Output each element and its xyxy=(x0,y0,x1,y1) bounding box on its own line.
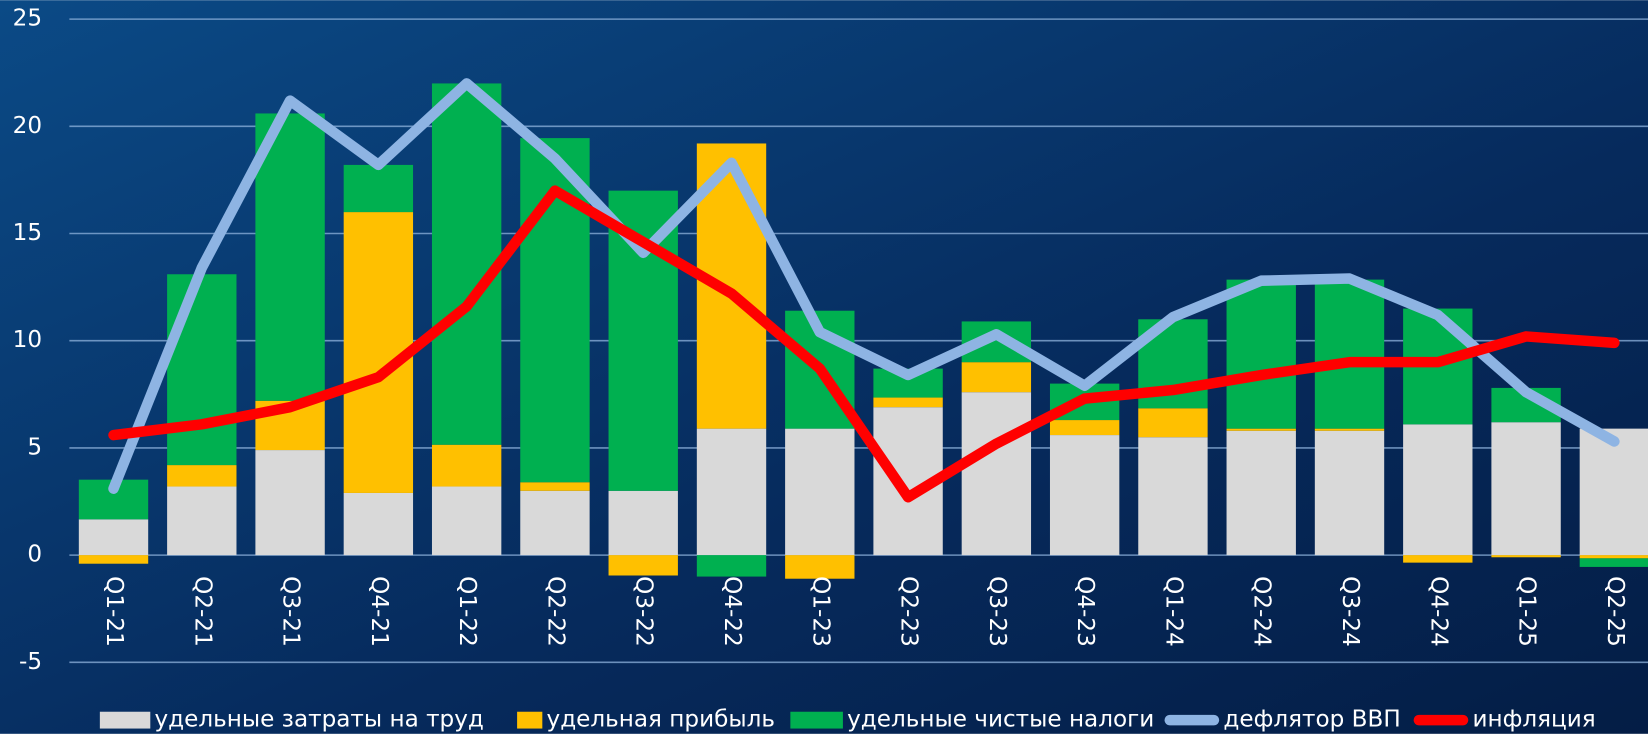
legend-swatch xyxy=(517,711,543,729)
bar xyxy=(1491,422,1561,556)
bar xyxy=(431,486,502,556)
bar xyxy=(1314,428,1385,431)
bar xyxy=(78,519,149,556)
bar xyxy=(608,555,678,576)
legend-label: удельные чистые налоги xyxy=(847,707,1154,733)
bar xyxy=(1403,555,1473,563)
bar xyxy=(520,482,590,491)
y-tick-label: -5 xyxy=(19,649,42,675)
x-tick-label: Q4-21 xyxy=(366,576,392,647)
legend-label: дефлятор ВВП xyxy=(1223,707,1400,733)
y-tick-label: 0 xyxy=(27,542,42,568)
y-tick-label: 15 xyxy=(13,220,42,246)
x-tick-label: Q3-21 xyxy=(278,576,304,647)
bar xyxy=(343,164,414,213)
bar xyxy=(608,190,678,491)
line xyxy=(108,185,1620,503)
x-tick-label: Q1-24 xyxy=(1160,576,1186,647)
bar xyxy=(785,428,855,556)
bar xyxy=(255,113,325,401)
bar xyxy=(431,83,502,445)
bar xyxy=(1226,428,1296,431)
bar xyxy=(1314,279,1385,429)
y-tick-label: 25 xyxy=(13,6,42,32)
bar xyxy=(1138,408,1208,438)
line xyxy=(108,78,1620,494)
x-tick-label: Q4-23 xyxy=(1072,576,1098,647)
bar xyxy=(696,555,767,577)
legend-swatch xyxy=(790,711,843,729)
bar xyxy=(873,397,943,408)
x-tick-label: Q2-25 xyxy=(1602,576,1628,647)
x-tick-label: Q1-22 xyxy=(454,576,480,647)
bar xyxy=(696,428,767,556)
x-tick-label: Q1-25 xyxy=(1514,576,1540,647)
legend-label: инфляция xyxy=(1472,707,1595,733)
bar xyxy=(1579,555,1648,559)
bar xyxy=(255,450,325,556)
y-tick-label: 20 xyxy=(13,113,42,139)
x-tick-label: Q3-23 xyxy=(984,576,1010,647)
bar xyxy=(1314,430,1385,556)
bar xyxy=(1579,558,1648,567)
x-tick-label: Q3-22 xyxy=(631,576,657,647)
x-tick-label: Q4-22 xyxy=(719,576,745,647)
bar xyxy=(167,486,237,556)
bar xyxy=(1049,435,1120,556)
x-tick-label: Q4-24 xyxy=(1425,576,1451,647)
y-tick-label: 10 xyxy=(13,327,42,353)
x-tick-label: Q2-24 xyxy=(1249,576,1275,647)
bar xyxy=(1403,424,1473,556)
legend-label: удельные затраты на труд xyxy=(155,707,484,733)
x-tick-label: Q2-21 xyxy=(189,576,215,647)
x-tick-label: Q3-24 xyxy=(1337,576,1363,647)
bar xyxy=(1049,420,1120,436)
bar xyxy=(520,490,590,556)
bar xyxy=(961,362,1032,393)
bar xyxy=(1138,437,1208,556)
bar xyxy=(1226,279,1296,429)
bar xyxy=(608,490,678,556)
bar xyxy=(1226,430,1296,556)
bar xyxy=(431,444,502,487)
y-tick-label: 5 xyxy=(27,434,42,460)
bar xyxy=(1579,428,1648,556)
bar xyxy=(1491,555,1561,558)
bar xyxy=(785,555,855,579)
legend-label: удельная прибыль xyxy=(547,707,775,733)
bar xyxy=(167,274,237,466)
bar xyxy=(343,492,414,556)
bar xyxy=(78,555,149,564)
bar xyxy=(961,392,1032,556)
x-tick-label: Q1-21 xyxy=(101,576,127,647)
x-tick-label: Q2-23 xyxy=(896,576,922,647)
bar xyxy=(167,465,237,487)
x-tick-label: Q2-22 xyxy=(542,576,568,647)
legend-swatch xyxy=(99,711,151,729)
x-tick-label: Q1-23 xyxy=(807,576,833,647)
